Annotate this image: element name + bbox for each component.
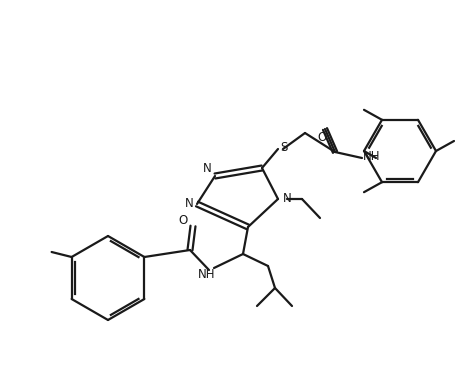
Text: N: N — [282, 193, 291, 206]
Text: S: S — [280, 141, 287, 155]
Text: N: N — [184, 197, 193, 211]
Text: N: N — [202, 162, 211, 176]
Text: O: O — [178, 214, 187, 227]
Text: O: O — [317, 132, 326, 144]
Text: NH: NH — [363, 150, 380, 164]
Text: NH: NH — [198, 267, 215, 280]
